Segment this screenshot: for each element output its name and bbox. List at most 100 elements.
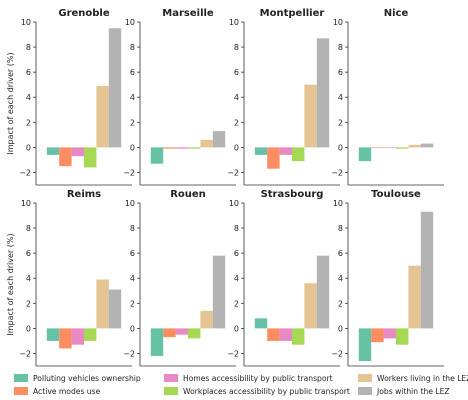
y-tick-label-marseille: −2 [123,168,135,177]
bar-nice-2 [371,147,384,148]
legend-item-active-modes: Active modes use [14,385,100,397]
bar-toulouse-6 [420,211,434,329]
bar-grenoble-3 [71,147,84,157]
y-tick-label-nice: 8 [338,43,343,52]
legend-label: Workplaces accessibility by public trans… [183,386,350,396]
bar-montpellier-6 [316,38,330,148]
panel-title-grenoble: Grenoble [58,8,109,19]
y-tick-label-reims: 10 [21,199,31,208]
legend-swatch [14,374,28,382]
y-tick-label-marseille: 4 [130,93,135,102]
y-tick-label-nice: 0 [338,143,343,152]
legend-item-workers-living: Workers living in the LEZ [358,372,468,384]
y-tick-label-rouen: 10 [125,199,135,208]
bar-strasbourg-1 [254,318,268,329]
y-tick-label-grenoble: 6 [26,68,31,77]
y-tick-label-toulouse: −2 [331,349,343,358]
legend-swatch [14,387,28,395]
y-tick-label-reims: 0 [26,324,31,333]
bar-rouen-1 [150,328,164,356]
y-tick-label-strasbourg: −2 [227,349,239,358]
bar-strasbourg-3 [279,328,292,341]
panel-title-rouen: Rouen [170,189,206,200]
bar-rouen-4 [188,328,201,339]
bar-toulouse-1 [358,328,372,361]
bar-toulouse-5 [408,265,421,329]
legend-swatch [358,374,372,382]
bar-toulouse-4 [396,328,409,345]
bar-strasbourg-4 [292,328,305,345]
y-tick-label-marseille: 2 [130,118,135,127]
legend-label: Active modes use [33,386,101,396]
y-tick-label-reims: −2 [19,349,31,358]
y-tick-label-strasbourg: 4 [234,274,239,283]
y-tick-label-rouen: −2 [123,349,135,358]
bar-rouen-6 [212,255,226,329]
panel-title-strasbourg: Strasbourg [261,189,324,200]
y-tick-label-rouen: 0 [130,324,135,333]
bar-montpellier-1 [254,147,268,155]
legend-swatch [164,387,178,395]
bar-nice-5 [408,144,421,148]
legend-label: Jobs within the LEZ [377,386,450,396]
bar-rouen-2 [163,328,176,338]
panel-title-reims: Reims [67,189,101,200]
bar-marseille-4 [188,147,201,149]
bar-grenoble-1 [46,147,60,155]
y-tick-label-reims: 6 [26,249,31,258]
bar-marseille-1 [150,147,164,164]
bar-nice-3 [383,147,396,148]
bar-nice-4 [396,147,409,149]
y-tick-label-grenoble: 0 [26,143,31,152]
y-tick-label-reims: 2 [26,299,31,308]
y-tick-label-montpellier: −2 [227,168,239,177]
y-tick-label-montpellier: 6 [234,68,239,77]
y-tick-label-montpellier: 8 [234,43,239,52]
y-tick-label-reims: 4 [26,274,31,283]
bar-grenoble-4 [84,147,97,168]
bar-grenoble-2 [59,147,72,167]
y-tick-label-strasbourg: 2 [234,299,239,308]
bar-reims-3 [71,328,84,345]
y-tick-label-marseille: 6 [130,68,135,77]
legend: Polluting vehicles ownership Active mode… [14,372,468,398]
y-tick-label-grenoble: 2 [26,118,31,127]
bar-montpellier-4 [292,147,305,162]
legend-label: Workers living in the LEZ [377,373,468,383]
y-tick-label-marseille: 8 [130,43,135,52]
y-tick-label-nice: 6 [338,68,343,77]
legend-swatch [358,387,372,395]
y-axis-label: Impact of each driver (%) [6,233,15,335]
bar-reims-1 [46,328,60,341]
bar-reims-4 [84,328,97,341]
y-tick-label-grenoble: −2 [19,168,31,177]
bar-marseille-6 [212,131,226,148]
y-tick-label-rouen: 8 [130,224,135,233]
y-axis-label: Impact of each driver (%) [6,52,15,154]
y-tick-label-strasbourg: 0 [234,324,239,333]
bar-grenoble-5 [96,85,109,148]
y-tick-label-strasbourg: 10 [229,199,239,208]
y-tick-label-nice: −2 [331,168,343,177]
legend-item-homes-accessibility: Homes accessibility by public transport [164,372,333,384]
y-tick-label-toulouse: 4 [338,274,343,283]
bar-montpellier-5 [304,84,317,148]
y-tick-label-marseille: 10 [125,18,135,27]
y-tick-label-grenoble: 4 [26,93,31,102]
panel-title-nice: Nice [384,8,409,19]
y-tick-label-rouen: 2 [130,299,135,308]
y-tick-label-reims: 8 [26,224,31,233]
y-tick-label-toulouse: 0 [338,324,343,333]
legend-item-polluting-vehicles: Polluting vehicles ownership [14,372,141,384]
bar-reims-6 [108,289,122,329]
y-tick-label-grenoble: 10 [21,18,31,27]
panel-title-toulouse: Toulouse [371,189,421,200]
y-tick-label-toulouse: 10 [333,199,343,208]
y-tick-label-toulouse: 6 [338,249,343,258]
bar-toulouse-2 [371,328,384,343]
y-tick-label-strasbourg: 8 [234,224,239,233]
y-tick-label-grenoble: 8 [26,43,31,52]
y-tick-label-nice: 4 [338,93,343,102]
